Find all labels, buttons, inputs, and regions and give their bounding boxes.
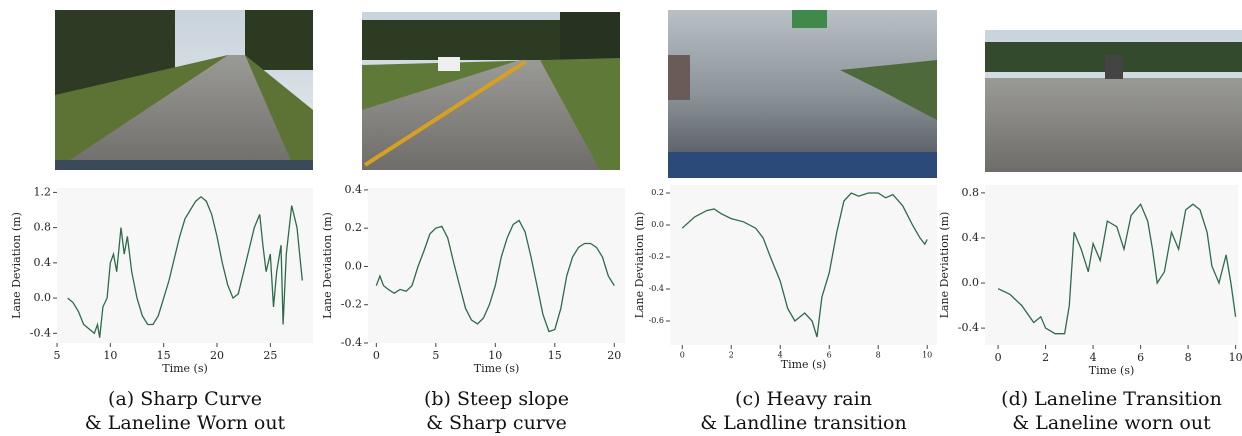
caption: (c) Heavy rain	[735, 388, 872, 410]
y-tick-label: -0.4	[30, 326, 51, 339]
x-tick-label: 15	[157, 349, 171, 362]
y-tick-label: -0.4	[341, 336, 362, 349]
plot-area	[670, 185, 937, 345]
y-tick-label: 1.2	[34, 185, 52, 198]
x-tick-label: 20	[210, 349, 224, 362]
line	[997, 202, 1237, 335]
y-tick-label: 0.2	[651, 188, 664, 197]
y-axis-label: Lane Deviation (m)	[938, 212, 951, 319]
caption: & Laneline worn out	[1012, 412, 1211, 434]
x-tick-label: 20	[607, 349, 621, 362]
y-tick-label: 0.0	[345, 259, 363, 272]
y-tick-label: 0.0	[34, 291, 52, 304]
y-axis-label: Lane Deviation (m)	[633, 212, 646, 319]
line	[681, 192, 928, 338]
x-axis-label: Time (s)	[162, 362, 208, 375]
caption: (a) Sharp Curve	[108, 388, 262, 410]
y-tick-label: -0.2	[341, 298, 362, 311]
x-axis-label: Time (s)	[1089, 364, 1135, 377]
plot-area	[57, 188, 313, 343]
y-tick-label: -0.4	[958, 321, 979, 334]
photo-c	[668, 10, 937, 178]
x-tick-label: 0	[680, 350, 685, 359]
x-tick-label: 4	[778, 350, 783, 359]
x-axis-label: Time (s)	[781, 358, 827, 371]
x-tick-label: 10	[488, 349, 502, 362]
x-tick-label: 10	[103, 349, 117, 362]
x-tick-label: 0	[995, 351, 1002, 364]
x-tick-label: 15	[548, 349, 562, 362]
line	[67, 195, 303, 338]
y-tick-label: -0.6	[649, 316, 664, 325]
x-tick-label: 2	[1042, 351, 1049, 364]
y-tick-label: -0.2	[649, 252, 664, 261]
x-tick-label: 5	[432, 349, 439, 362]
photo-a	[55, 10, 313, 170]
x-tick-label: 8	[876, 350, 881, 359]
caption: (d) Laneline Transition	[1001, 388, 1222, 410]
y-tick-label: 0.8	[34, 221, 52, 234]
x-tick-label: 6	[827, 350, 832, 359]
caption: & Laneline Worn out	[85, 412, 286, 434]
caption: & Landline transition	[700, 412, 906, 434]
y-tick-label: 0.4	[962, 231, 980, 244]
x-tick-label: 10	[1229, 351, 1242, 364]
x-tick-label: 10	[922, 350, 932, 359]
x-tick-label: 4	[1090, 351, 1097, 364]
plot-area	[368, 188, 625, 343]
x-tick-label: 8	[1185, 351, 1192, 364]
x-axis-label: Time (s)	[474, 362, 520, 375]
y-tick-label: -0.4	[649, 284, 664, 293]
y-tick-label: 0.4	[34, 256, 52, 269]
photo-b	[362, 12, 620, 170]
photo-d	[985, 30, 1242, 172]
caption: & Sharp curve	[426, 412, 567, 434]
x-tick-label: 0	[373, 349, 380, 362]
y-axis-label: Lane Deviation (m)	[10, 212, 23, 319]
y-tick-label: 0.8	[962, 186, 980, 199]
y-tick-label: 0.4	[345, 183, 363, 196]
caption: (b) Steep slope	[424, 388, 569, 410]
y-tick-label: 0.0	[651, 220, 664, 229]
y-tick-label: 0.0	[962, 276, 980, 289]
line	[375, 219, 615, 333]
x-tick-label: 6	[1137, 351, 1144, 364]
y-tick-label: 0.2	[345, 221, 363, 234]
x-tick-label: 25	[263, 349, 277, 362]
x-tick-label: 5	[54, 349, 61, 362]
y-axis-label: Lane Deviation (m)	[321, 212, 334, 319]
x-tick-label: 2	[729, 350, 734, 359]
plot-area	[985, 185, 1238, 345]
